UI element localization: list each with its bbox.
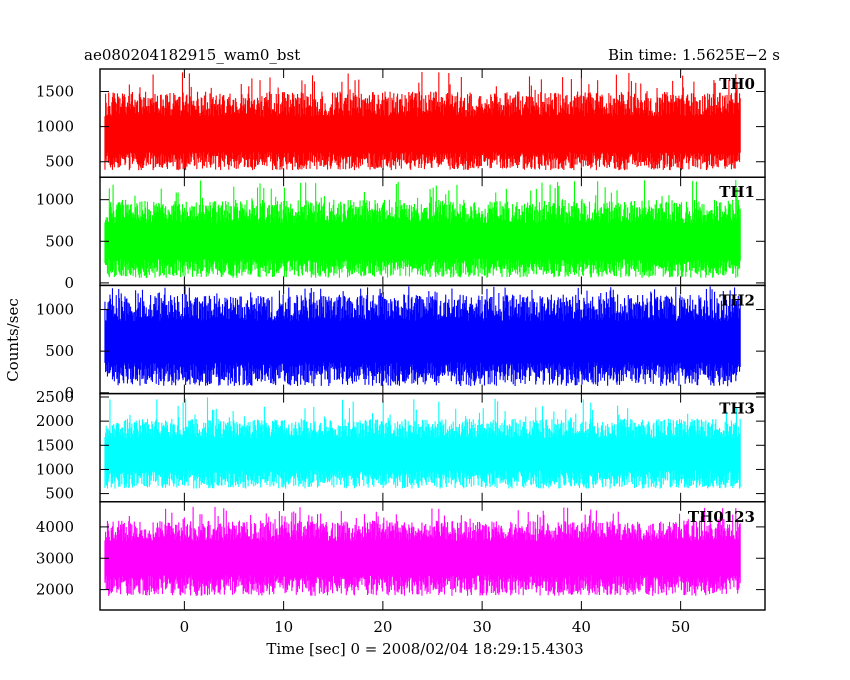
x-tick-label: 0 [180, 618, 190, 636]
series-label: TH0 [719, 75, 755, 93]
y-tick-label: 500 [45, 342, 74, 360]
series-th3 [104, 397, 741, 489]
panel-th0123: 2000 3000 4000 TH0123 [36, 501, 766, 611]
y-tick-label: 2000 [36, 581, 74, 599]
series-th0123 [104, 506, 741, 596]
panel-frame [99, 501, 766, 611]
y-tick-label: 2000 [36, 412, 74, 430]
x-tick-label: 40 [572, 618, 591, 636]
series-th1 [104, 179, 741, 278]
chart-title-right: Bin time: 1.5625E−2 s [608, 46, 780, 64]
y-tick-label: 1000 [36, 118, 74, 136]
x-tick-label: 30 [473, 618, 492, 636]
series-th2 [104, 286, 741, 387]
panel-th1: 0 500 1000 TH1 [36, 176, 766, 292]
panel-th0: 500 1000 1500 TH0 [36, 68, 766, 178]
y-tick-label: 1000 [36, 301, 74, 319]
x-axis-label: Time [sec] 0 = 2008/02/04 18:29:15.4303 [266, 640, 583, 658]
y-axis-label: Counts/sec [4, 298, 22, 382]
series-label: TH3 [719, 400, 755, 418]
y-tick-label: 0 [64, 384, 74, 402]
x-tick-label: 10 [274, 618, 293, 636]
y-tick-label: 2500 [36, 388, 74, 406]
y-tick-label: 1500 [36, 82, 74, 100]
y-tick-label: 4000 [36, 518, 74, 536]
chart-title-left: ae080204182915_wam0_bst [84, 46, 300, 64]
y-tick-label: 1500 [36, 436, 74, 454]
series-label: TH1 [719, 183, 755, 201]
panel-th3: 500 1000 1500 2000 2500 TH3 [36, 388, 766, 503]
x-tick-label: 20 [373, 618, 392, 636]
series-label: TH0123 [688, 508, 755, 526]
series-th0 [104, 71, 741, 171]
series-label: TH2 [719, 291, 755, 309]
y-tick-label: 500 [45, 232, 74, 250]
y-tick-label: 500 [45, 485, 74, 503]
y-tick-label: 3000 [36, 549, 74, 567]
panel-th2: 0 500 1000 TH2 [36, 284, 766, 402]
y-tick-label: 1000 [36, 191, 74, 209]
y-tick-label: 1000 [36, 460, 74, 478]
y-tick-label: 500 [45, 153, 74, 171]
y-tick-label: 0 [64, 274, 74, 292]
x-tick-label: 50 [671, 618, 690, 636]
